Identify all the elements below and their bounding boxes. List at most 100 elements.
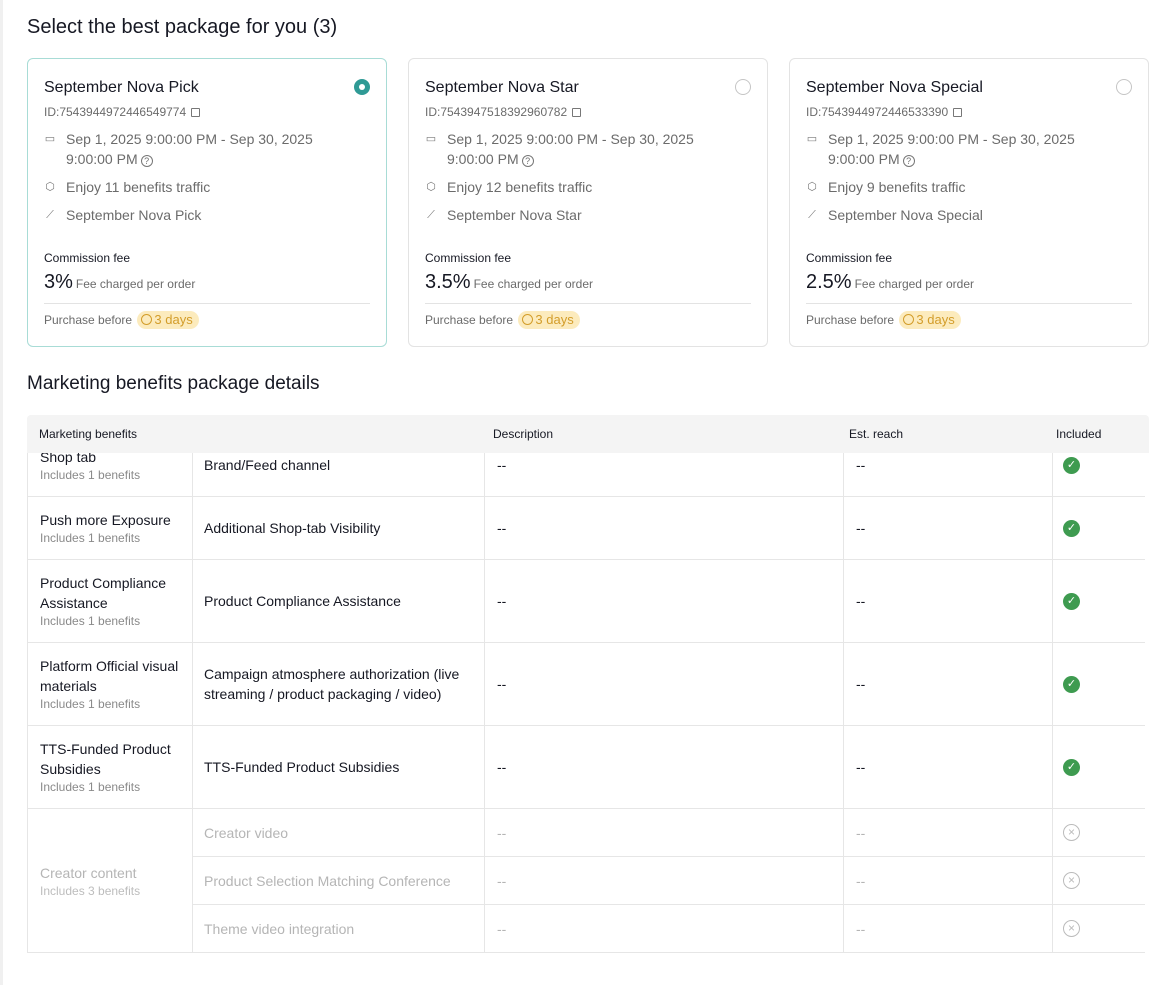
- package-id: ID:7543944972446533390: [806, 105, 949, 119]
- header-description: Description: [493, 427, 554, 441]
- benefit-group: TTS-Funded Product Subsidies Includes 1 b…: [27, 726, 193, 809]
- clock-icon: [903, 314, 915, 325]
- benefit-reach: --: [844, 497, 1053, 560]
- help-icon[interactable]: ?: [521, 155, 534, 167]
- help-icon[interactable]: ?: [902, 155, 915, 167]
- header-marketing-benefits: Marketing benefits: [39, 427, 138, 441]
- included-cell: ×: [1053, 905, 1145, 953]
- commission-fee: 3.5%: [425, 271, 471, 293]
- benefit-description: --: [485, 857, 844, 905]
- package-name: September Nova Star: [425, 79, 579, 96]
- copy-icon[interactable]: [191, 108, 201, 117]
- benefit-reach: --: [844, 726, 1053, 809]
- divider: [44, 303, 370, 304]
- package-radio[interactable]: [735, 79, 751, 95]
- x-circle-icon: ×: [1063, 824, 1080, 841]
- table-header: Marketing benefits Description Est. reac…: [27, 415, 1149, 453]
- page-title: Select the best package for you (3): [27, 16, 338, 38]
- benefit-group: Product Compliance Assistance Includes 1 …: [27, 560, 193, 643]
- group-count: Includes 1 benefits: [40, 531, 141, 545]
- group-count: Includes 3 benefits: [40, 883, 141, 898]
- group-name: TTS-Funded Product Subsidies: [40, 741, 171, 777]
- divider: [806, 303, 1132, 304]
- package-campaign: September Nova Special: [828, 207, 983, 223]
- copy-icon[interactable]: [953, 108, 963, 117]
- purchase-label: Purchase before: [806, 313, 895, 327]
- package-name: September Nova Pick: [44, 79, 199, 96]
- benefit-group: Push more Exposure Includes 1 benefits: [27, 497, 193, 560]
- group-name: Platform Official visual materials: [40, 658, 179, 694]
- benefit-reach: --: [844, 643, 1053, 726]
- benefits-table: Marketing benefits Description Est. reac…: [27, 415, 1149, 955]
- package-benefits: Enjoy 12 benefits traffic: [447, 179, 593, 195]
- benefit-benefit: Additional Shop-tab Visibility: [192, 497, 485, 560]
- package-campaign: September Nova Pick: [66, 207, 202, 223]
- package-card[interactable]: September Nova Star ID:75439475183929607…: [408, 58, 768, 347]
- deadline-badge: 3 days: [899, 311, 961, 329]
- benefit-benefit: TTS-Funded Product Subsidies: [192, 726, 485, 809]
- check-circle-icon: ✓: [1063, 519, 1080, 537]
- commission-fee: 2.5%: [806, 271, 852, 293]
- benefit-group: Platform Official visual materials Includ…: [27, 643, 193, 726]
- fee-note: Fee charged per order: [473, 277, 593, 291]
- check-circle-icon: ✓: [1063, 592, 1080, 610]
- copy-icon[interactable]: [572, 108, 582, 117]
- benefit-description: --: [485, 726, 844, 809]
- package-name: September Nova Special: [806, 79, 983, 96]
- chart-icon: ⟋: [46, 209, 54, 221]
- group-count: Includes 1 benefits: [40, 468, 141, 482]
- included-cell: ✓: [1053, 560, 1145, 643]
- group-name: Product Compliance Assistance: [40, 575, 167, 611]
- commission-label: Commission fee: [806, 251, 893, 265]
- header-included: Included: [1056, 427, 1102, 441]
- benefit-description: --: [485, 905, 844, 953]
- benefit-description: --: [485, 434, 844, 497]
- package-period: Sep 1, 2025 9:00:00 PM - Sep 30, 2025 9:…: [447, 131, 694, 167]
- package-radio[interactable]: [354, 79, 370, 95]
- package-card[interactable]: September Nova Pick ID:75439449724465497…: [27, 58, 387, 347]
- included-cell: ✓: [1053, 726, 1145, 809]
- package-id: ID:7543947518392960782: [425, 105, 568, 119]
- benefit-reach: --: [844, 809, 1053, 857]
- package-campaign: September Nova Star: [447, 207, 582, 223]
- package-id: ID:7543944972446549774: [44, 105, 187, 119]
- purchase-label: Purchase before: [44, 313, 133, 327]
- included-cell: ✓: [1053, 434, 1145, 497]
- left-edge: [0, 0, 3, 985]
- included-cell: ×: [1053, 857, 1145, 905]
- calendar-icon: ▭: [44, 133, 56, 145]
- commission-label: Commission fee: [425, 251, 512, 265]
- included-cell: ✓: [1053, 643, 1145, 726]
- header-est-reach: Est. reach: [849, 427, 904, 441]
- benefit-reach: --: [844, 560, 1053, 643]
- calendar-icon: ▭: [806, 133, 818, 145]
- group-name: Shop tab: [40, 449, 97, 465]
- package-benefits: Enjoy 11 benefits traffic: [66, 179, 211, 195]
- chart-icon: ⟋: [427, 209, 435, 221]
- group-count: Includes 1 benefits: [40, 780, 141, 794]
- x-circle-icon: ×: [1063, 920, 1080, 937]
- included-cell: ✓: [1053, 497, 1145, 560]
- deadline-text: 3 days: [535, 312, 574, 327]
- check-circle-icon: ✓: [1063, 675, 1080, 693]
- benefit-description: --: [485, 643, 844, 726]
- check-circle-icon: ✓: [1063, 758, 1080, 776]
- package-card[interactable]: September Nova Special ID:75439449724465…: [789, 58, 1149, 347]
- deadline-badge: 3 days: [137, 311, 199, 329]
- box-icon: ⬡: [807, 181, 817, 193]
- check-circle-icon: ✓: [1063, 456, 1080, 474]
- benefit-benefit: Campaign atmosphere authorization (live …: [192, 643, 485, 726]
- package-period: Sep 1, 2025 9:00:00 PM - Sep 30, 2025 9:…: [828, 131, 1075, 167]
- group-name: Push more Exposure: [40, 512, 171, 528]
- chart-icon: ⟋: [808, 209, 816, 221]
- help-icon[interactable]: ?: [140, 155, 153, 167]
- group-count: Includes 1 benefits: [40, 614, 141, 628]
- benefit-reach: --: [844, 905, 1053, 953]
- benefit-description: --: [485, 560, 844, 643]
- package-radio[interactable]: [1116, 79, 1132, 95]
- benefit-group: Creator content Includes 3 benefits: [27, 809, 193, 953]
- fee-note: Fee charged per order: [854, 277, 974, 291]
- commission-label: Commission fee: [44, 251, 131, 265]
- included-cell: ×: [1053, 809, 1145, 857]
- commission-fee: 3%: [44, 271, 73, 293]
